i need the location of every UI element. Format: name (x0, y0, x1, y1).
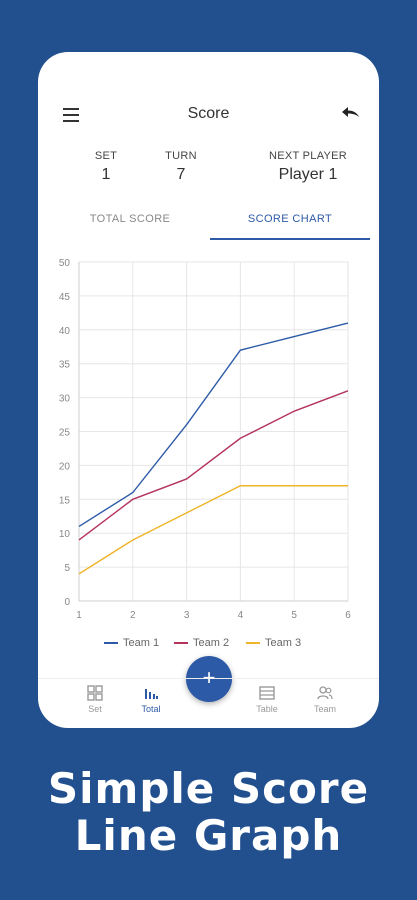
legend-swatch (104, 642, 118, 645)
next-player-label: NEXT PLAYER (268, 150, 348, 162)
nav-table-label: Table (256, 704, 278, 714)
turn-label: TURN (165, 150, 197, 162)
series-line-team-2 (78, 390, 349, 541)
y-tick-label: 0 (64, 597, 70, 608)
set-value: 1 (101, 166, 111, 183)
add-score-button[interactable]: + (186, 656, 232, 702)
set-info: SET 1 (88, 150, 124, 184)
page-title: Score (187, 105, 230, 122)
team-icon (317, 685, 333, 701)
y-tick-label: 15 (59, 495, 71, 506)
next-player-info: NEXT PLAYER Player 1 (248, 150, 368, 184)
x-tick-label: 3 (184, 610, 190, 621)
legend-label: Team 3 (265, 637, 302, 649)
nav-total[interactable]: Total (126, 685, 176, 714)
legend-swatch (246, 642, 260, 645)
legend-swatch (174, 642, 188, 645)
y-tick-label: 40 (59, 326, 71, 337)
legend-item: Team 2 (174, 636, 229, 650)
x-tick-label: 5 (291, 610, 297, 621)
set-label: SET (94, 150, 118, 162)
x-tick-label: 6 (345, 610, 351, 621)
y-tick-label: 45 (59, 292, 71, 303)
series-line-team-1 (78, 322, 349, 528)
table-icon (259, 685, 275, 701)
x-tick-label: 4 (238, 610, 244, 621)
caption-line-1: Simple Score (47, 764, 370, 813)
nav-table[interactable]: Table (242, 685, 292, 714)
nav-team[interactable]: Team (300, 685, 350, 714)
turn-value: 7 (176, 166, 186, 183)
legend-label: Team 2 (193, 637, 230, 649)
y-tick-label: 25 (59, 428, 71, 439)
legend-item: Team 3 (246, 636, 301, 650)
y-tick-label: 30 (59, 394, 71, 405)
x-tick-label: 1 (76, 610, 82, 621)
nav-set[interactable]: Set (70, 685, 120, 714)
x-tick-label: 2 (130, 610, 136, 621)
turn-info: TURN 7 (156, 150, 206, 184)
active-tab-indicator (210, 238, 370, 240)
bottom-navigation: Set Total Table (38, 678, 379, 728)
nav-total-label: Total (141, 704, 161, 714)
phone-screen: Score SET 1 TURN 7 NEXT PLAYER Player 1 … (38, 52, 379, 728)
bar-chart-icon (143, 685, 159, 701)
y-tick-label: 50 (59, 258, 71, 269)
y-tick-label: 10 (59, 529, 71, 540)
tab-total-score[interactable]: TOTAL SCORE (89, 213, 171, 225)
caption-line-2: Line Graph (74, 811, 343, 860)
y-tick-label: 35 (59, 360, 71, 371)
undo-icon[interactable] (338, 104, 362, 124)
y-tick-label: 20 (59, 461, 71, 472)
tab-score-chart[interactable]: SCORE CHART (247, 213, 333, 225)
legend-item: Team 1 (104, 636, 159, 650)
legend-label: Team 1 (123, 637, 160, 649)
tab-bar: TOTAL SCORE SCORE CHART (38, 202, 379, 240)
grid-icon (87, 685, 103, 701)
nav-team-label: Team (313, 704, 336, 714)
menu-icon[interactable] (63, 108, 79, 122)
app-bar: Score (38, 52, 379, 172)
y-tick-label: 5 (64, 563, 70, 574)
next-player-value: Player 1 (278, 166, 338, 183)
series-line-team-3 (78, 485, 348, 575)
nav-set-label: Set (88, 704, 102, 714)
